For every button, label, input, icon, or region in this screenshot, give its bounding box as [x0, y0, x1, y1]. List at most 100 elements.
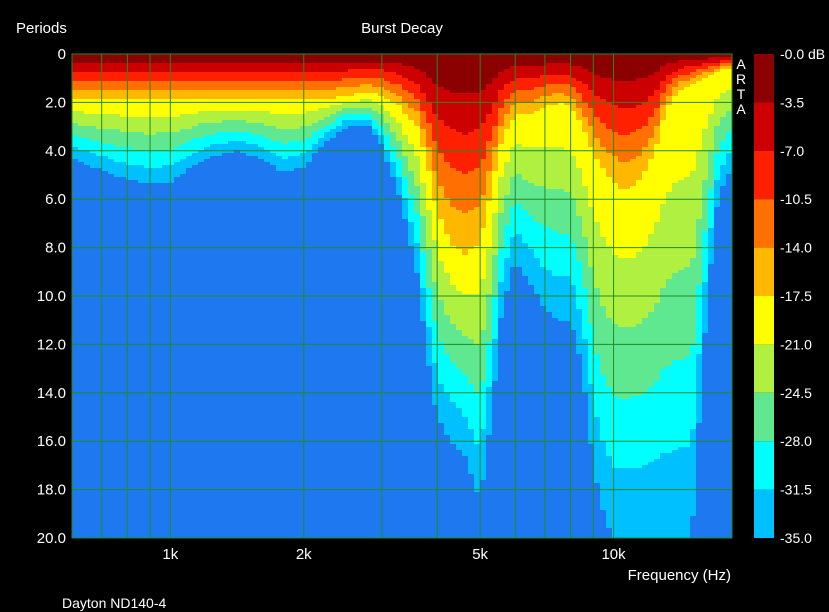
- heatmap-cell: [540, 117, 546, 120]
- heatmap-cell: [426, 267, 432, 270]
- heatmap-cell: [132, 141, 138, 144]
- heatmap-cell: [522, 267, 528, 270]
- heatmap-cell: [450, 270, 456, 273]
- heatmap-cell: [576, 96, 582, 99]
- heatmap-cell: [444, 300, 450, 303]
- heatmap-cell: [474, 249, 480, 252]
- heatmap-cell: [144, 123, 150, 126]
- heatmap-cell: [450, 189, 456, 192]
- heatmap-cell: [450, 297, 456, 300]
- heatmap-cell: [132, 171, 138, 174]
- heatmap-cell: [492, 177, 498, 180]
- heatmap-cell: [288, 132, 294, 135]
- heatmap-cell: [474, 456, 480, 459]
- heatmap-cell: [468, 132, 474, 135]
- heatmap-cell: [396, 108, 402, 111]
- heatmap-cell: [258, 111, 264, 114]
- heatmap-cell: [132, 99, 138, 102]
- heatmap-cell: [414, 219, 420, 222]
- heatmap-cell: [492, 129, 498, 132]
- heatmap-cell: [390, 162, 396, 165]
- heatmap-cell: [126, 171, 132, 174]
- heatmap-cell: [582, 174, 588, 177]
- heatmap-cell: [312, 63, 318, 66]
- heatmap-cell: [564, 225, 570, 228]
- heatmap-cell: [204, 102, 210, 105]
- heatmap-cell: [462, 324, 468, 327]
- heatmap-cell: [450, 261, 456, 264]
- heatmap-cell: [522, 249, 528, 252]
- heatmap-cell: [558, 318, 564, 321]
- heatmap-cell: [480, 426, 486, 429]
- heatmap-cell: [144, 126, 150, 129]
- heatmap-cell: [348, 111, 354, 114]
- heatmap-cell: [510, 138, 516, 141]
- heatmap-cell: [414, 63, 420, 66]
- heatmap-cell: [144, 144, 150, 147]
- heatmap-cell: [372, 87, 378, 90]
- heatmap-cell: [426, 117, 432, 120]
- heatmap-cell: [564, 204, 570, 207]
- heatmap-cell: [432, 267, 438, 270]
- heatmap-cell: [456, 282, 462, 285]
- heatmap-cell: [534, 72, 540, 75]
- heatmap-cell: [162, 126, 168, 129]
- heatmap-cell: [330, 123, 336, 126]
- heatmap-cell: [498, 153, 504, 156]
- heatmap-cell: [552, 87, 558, 90]
- heatmap-cell: [558, 102, 564, 105]
- heatmap-cell: [552, 168, 558, 171]
- heatmap-cell: [462, 93, 468, 96]
- heatmap-cell: [504, 69, 510, 72]
- heatmap-cell: [108, 66, 114, 69]
- heatmap-cell: [540, 204, 546, 207]
- heatmap-cell: [576, 279, 582, 282]
- heatmap-cell: [570, 87, 576, 90]
- heatmap-cell: [516, 186, 522, 189]
- heatmap-cell: [84, 57, 90, 60]
- heatmap-cell: [186, 156, 192, 159]
- heatmap-cell: [150, 87, 156, 90]
- heatmap-cell: [420, 93, 426, 96]
- heatmap-cell: [102, 72, 108, 75]
- heatmap-cell: [432, 99, 438, 102]
- heatmap-cell: [408, 216, 414, 219]
- heatmap-cell: [246, 72, 252, 75]
- heatmap-cell: [408, 78, 414, 81]
- heatmap-cell: [306, 159, 312, 162]
- heatmap-cell: [576, 87, 582, 90]
- heatmap-cell: [540, 126, 546, 129]
- heatmap-cell: [228, 123, 234, 126]
- heatmap-cell: [102, 159, 108, 162]
- heatmap-cell: [456, 216, 462, 219]
- heatmap-cell: [576, 321, 582, 324]
- heatmap-cell: [480, 234, 486, 237]
- heatmap-cell: [330, 114, 336, 117]
- heatmap-cell: [414, 75, 420, 78]
- heatmap-cell: [462, 360, 468, 363]
- heatmap-cell: [306, 78, 312, 81]
- heatmap-cell: [390, 108, 396, 111]
- heatmap-cell: [126, 60, 132, 63]
- heatmap-cell: [504, 240, 510, 243]
- heatmap-cell: [372, 57, 378, 60]
- heatmap-cell: [330, 90, 336, 93]
- heatmap-cell: [366, 111, 372, 114]
- heatmap-cell: [486, 240, 492, 243]
- heatmap-cell: [558, 315, 564, 318]
- heatmap-cell: [288, 81, 294, 84]
- heatmap-cell: [582, 114, 588, 117]
- heatmap-cell: [204, 81, 210, 84]
- heatmap-cell: [414, 99, 420, 102]
- heatmap-cell: [558, 219, 564, 222]
- heatmap-cell: [414, 93, 420, 96]
- heatmap-cell: [216, 117, 222, 120]
- heatmap-cell: [564, 150, 570, 153]
- heatmap-cell: [474, 93, 480, 96]
- heatmap-cell: [216, 153, 222, 156]
- heatmap-cell: [414, 177, 420, 180]
- heatmap-cell: [534, 201, 540, 204]
- heatmap-cell: [522, 102, 528, 105]
- heatmap-cell: [426, 315, 432, 318]
- heatmap-cell: [564, 135, 570, 138]
